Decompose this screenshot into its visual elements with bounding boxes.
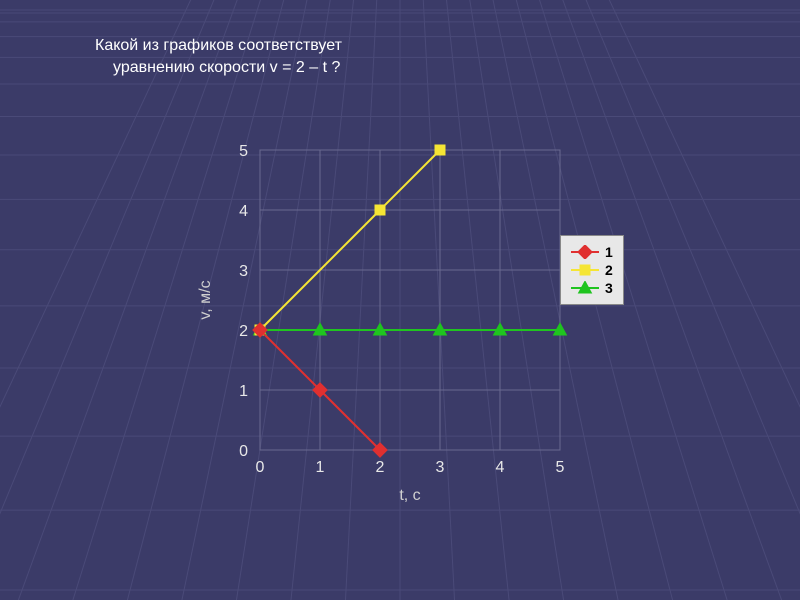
title-line-1: Какой из графиков соответствует bbox=[95, 35, 342, 57]
legend-item-3: 3 bbox=[571, 280, 613, 296]
chart-legend: 1 2 3 bbox=[560, 235, 624, 305]
legend-swatch-2 bbox=[571, 263, 599, 277]
legend-label: 3 bbox=[605, 280, 613, 296]
y-tick-label: 2 bbox=[239, 323, 248, 340]
legend-item-2: 2 bbox=[571, 262, 613, 278]
x-tick-label: 3 bbox=[436, 459, 445, 476]
title-line-2: уравнению скорости v = 2 – t ? bbox=[95, 57, 342, 79]
legend-label: 1 bbox=[605, 244, 613, 260]
legend-swatch-3 bbox=[571, 281, 599, 295]
y-tick-label: 4 bbox=[239, 203, 248, 220]
chart-container: 012345012345v, м/сt, c bbox=[180, 140, 660, 500]
y-tick-label: 3 bbox=[239, 263, 248, 280]
legend-swatch-1 bbox=[571, 245, 599, 259]
y-tick-label: 5 bbox=[239, 143, 248, 160]
x-axis-label: t, c bbox=[399, 487, 420, 504]
y-tick-label: 0 bbox=[239, 443, 248, 460]
y-tick-label: 1 bbox=[239, 383, 248, 400]
y-axis-label: v, м/с bbox=[197, 280, 214, 319]
x-tick-label: 1 bbox=[316, 459, 325, 476]
series-line-2 bbox=[260, 150, 440, 330]
series-marker-2 bbox=[435, 145, 445, 155]
x-tick-label: 5 bbox=[556, 459, 565, 476]
legend-item-1: 1 bbox=[571, 244, 613, 260]
x-tick-label: 2 bbox=[376, 459, 385, 476]
legend-label: 2 bbox=[605, 262, 613, 278]
question-title: Какой из графиков соответствует уравнени… bbox=[95, 35, 342, 80]
x-tick-label: 0 bbox=[256, 459, 265, 476]
x-tick-label: 4 bbox=[496, 459, 505, 476]
velocity-chart: 0 1 2 3 4 5 0 1 2 3 4 5 v, м/с t, c bbox=[180, 140, 660, 520]
series-marker-2 bbox=[375, 205, 385, 215]
